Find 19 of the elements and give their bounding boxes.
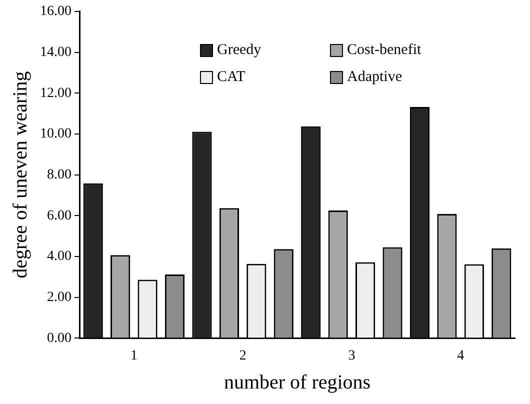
x-tick-label: 4	[457, 348, 464, 364]
x-tick-label: 1	[130, 348, 138, 364]
legend-label: Adaptive	[347, 69, 402, 86]
y-tick-label: 8.00	[47, 167, 72, 182]
y-tick-label: 4.00	[47, 249, 72, 264]
x-axis-title: number of regions	[224, 371, 371, 394]
legend-label: Greedy	[217, 42, 262, 59]
y-tick-label: 2.00	[47, 290, 72, 306]
y-tick-label: 16.00	[40, 4, 72, 20]
x-tick-label: 3	[348, 348, 356, 364]
x-tick-label: 2	[239, 348, 246, 364]
y-axis-title: degree of uneven wearing	[9, 71, 32, 278]
y-tick-label: 14.00	[40, 44, 72, 60]
y-tick-label: 12.00	[40, 86, 72, 101]
legend-label: Cost-benefit	[347, 42, 422, 59]
y-tick-label: 0.00	[47, 330, 72, 346]
y-tick-label: 10.00	[40, 126, 72, 142]
y-tick-label: 6.00	[47, 208, 72, 224]
legend-label: CAT	[217, 69, 246, 86]
